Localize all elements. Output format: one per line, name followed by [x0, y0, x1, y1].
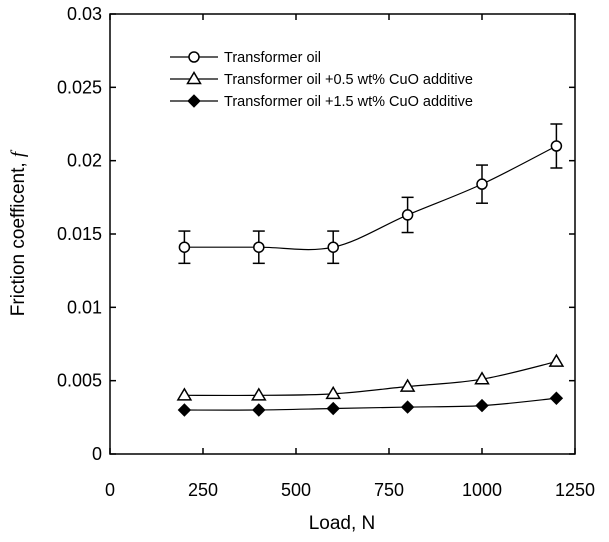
data-point: [176, 387, 193, 401]
x-tick-label: 1250: [555, 480, 595, 500]
legend-label: Transformer oil +1.5 wt% CuO additive: [224, 94, 473, 110]
data-point: [399, 378, 416, 392]
series-line: [184, 397, 557, 411]
data-point: [400, 400, 415, 414]
y-tick-label: 0.01: [67, 297, 102, 317]
legend-entry-3: Transformer oil +1.5 wt% CuO additive: [170, 94, 473, 110]
y-tick-label: 0.03: [67, 4, 102, 24]
data-point: [178, 241, 191, 253]
legend-marker: [188, 51, 200, 63]
data-point: [325, 385, 342, 400]
series-2: [176, 353, 565, 401]
data-point: [253, 241, 265, 253]
x-axis-label: Load, N: [309, 513, 376, 534]
data-point: [550, 140, 563, 152]
data-point: [252, 403, 266, 417]
y-axis-label-symbol: f: [8, 149, 29, 157]
x-tick-label: 500: [281, 480, 311, 500]
legend-entry-2: Transformer oil +0.5 wt% CuO additive: [170, 71, 473, 88]
data-point: [475, 398, 489, 413]
x-tick-label: 1000: [462, 480, 502, 500]
series-1: [178, 123, 563, 265]
series-line: [184, 145, 557, 251]
data-point: [474, 371, 490, 385]
series-layer: [176, 123, 565, 417]
legend-marker: [187, 94, 201, 108]
y-axis-ticks: 0 0.005 0.01 0.015 0.02 0.025 0.03: [57, 4, 575, 464]
x-tick-label: 0: [105, 480, 115, 500]
legend-label: Transformer oil: [224, 50, 321, 66]
data-point: [177, 403, 192, 417]
legend-marker: [186, 71, 202, 85]
x-tick-label: 250: [188, 480, 218, 500]
data-point: [326, 401, 340, 416]
series-line: [184, 361, 557, 397]
legend-entry-1: Transformer oil: [170, 50, 321, 66]
legend-label: Transformer oil +0.5 wt% CuO additive: [224, 72, 473, 88]
data-point: [549, 391, 564, 405]
data-point: [327, 241, 339, 253]
y-axis-label-text: Friction coefficent,: [8, 157, 29, 316]
x-axis-ticks: 0 250 500 750 1000 1250: [105, 14, 595, 500]
y-tick-label: 0.025: [57, 77, 102, 97]
y-tick-label: 0.015: [57, 224, 102, 244]
data-point: [250, 387, 267, 401]
y-axis-label: Friction coefficent, f: [8, 149, 29, 316]
x-tick-label: 750: [374, 480, 404, 500]
data-point: [476, 178, 488, 190]
data-point: [548, 353, 565, 367]
legend: Transformer oil Transformer oil +0.5 wt% …: [170, 50, 473, 110]
y-tick-label: 0.005: [57, 371, 102, 391]
y-tick-label: 0: [92, 444, 102, 464]
y-tick-label: 0.02: [67, 151, 102, 171]
data-point: [401, 209, 414, 221]
series-3: [177, 391, 564, 417]
